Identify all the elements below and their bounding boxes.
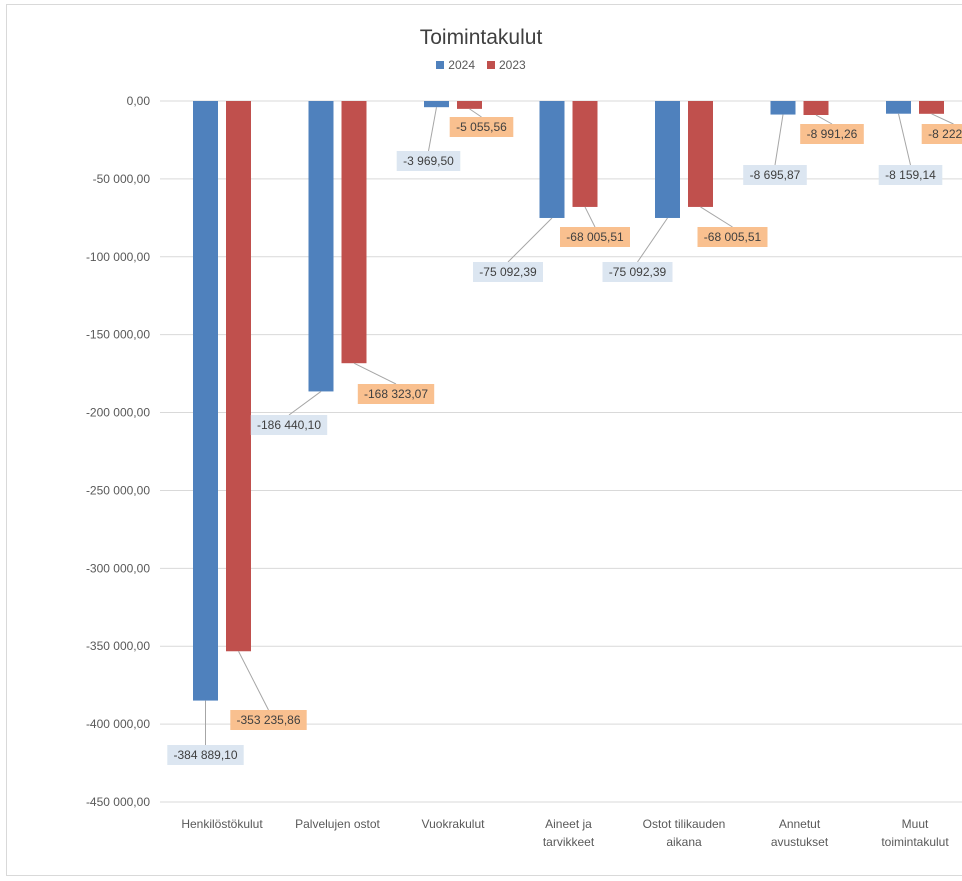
x-tick-label: Muut bbox=[902, 817, 929, 831]
bar-2024 bbox=[770, 101, 796, 115]
data-label-box bbox=[800, 124, 864, 144]
data-label: -384 889,10 bbox=[173, 748, 237, 762]
data-label: -3 969,50 bbox=[403, 154, 454, 168]
data-label: -8 159,14 bbox=[885, 168, 936, 182]
data-label: -68 005,51 bbox=[704, 230, 762, 244]
leader-line bbox=[815, 114, 833, 125]
legend-label-2023: 2023 bbox=[499, 58, 526, 72]
chart-legend: 2024 2023 bbox=[0, 58, 962, 72]
y-tick-label: -50 000,00 bbox=[93, 172, 151, 186]
leader-line bbox=[288, 391, 322, 416]
x-tick-label: Palvelujen ostot bbox=[295, 817, 380, 831]
data-label: -75 092,39 bbox=[609, 265, 667, 279]
legend-item-2024: 2024 bbox=[436, 58, 475, 72]
x-tick-label: Vuokrakulut bbox=[422, 817, 486, 831]
data-label: -186 440,10 bbox=[257, 418, 321, 432]
data-label: -8 222,98 bbox=[928, 127, 962, 141]
chart-frame bbox=[6, 4, 962, 876]
bar-2023 bbox=[226, 101, 251, 652]
data-label-box bbox=[602, 262, 673, 282]
bar-2024 bbox=[193, 101, 218, 701]
data-label-box bbox=[697, 227, 768, 247]
data-label-box bbox=[396, 151, 461, 171]
data-label-box bbox=[560, 227, 630, 247]
bar-2024 bbox=[539, 101, 565, 218]
leader-line bbox=[931, 113, 954, 125]
y-tick-label: -200 000,00 bbox=[86, 406, 150, 420]
leader-line bbox=[507, 217, 553, 263]
data-label: -8 991,26 bbox=[807, 127, 858, 141]
leader-line bbox=[428, 107, 437, 152]
data-label-box bbox=[449, 117, 514, 137]
bar-2024 bbox=[655, 101, 680, 218]
leader-line bbox=[353, 362, 397, 385]
x-tick-label: aikana bbox=[666, 835, 702, 849]
data-label-box bbox=[743, 165, 807, 185]
leader-line bbox=[898, 113, 911, 166]
leader-line bbox=[469, 108, 482, 118]
x-tick-label: avustukset bbox=[771, 835, 829, 849]
y-tick-label: -450 000,00 bbox=[86, 795, 150, 809]
y-tick-label: -350 000,00 bbox=[86, 639, 150, 653]
data-label-box bbox=[230, 710, 307, 730]
y-tick-label: -150 000,00 bbox=[86, 328, 150, 342]
data-label: -8 695,87 bbox=[750, 168, 801, 182]
data-label: -353 235,86 bbox=[236, 713, 300, 727]
bar-2023 bbox=[572, 101, 598, 207]
legend-item-2023: 2023 bbox=[487, 58, 526, 72]
x-tick-label: Aineet ja bbox=[545, 817, 592, 831]
y-tick-label: 0,00 bbox=[127, 94, 151, 108]
bar-2023 bbox=[457, 101, 482, 109]
data-label-box bbox=[473, 262, 543, 282]
data-label-box bbox=[167, 745, 244, 765]
x-tick-label: Annetut bbox=[779, 817, 821, 831]
bar-2024 bbox=[886, 101, 911, 114]
legend-swatch-2023 bbox=[487, 61, 495, 69]
bar-2023 bbox=[341, 101, 367, 364]
leader-line bbox=[238, 651, 269, 711]
bar-2023 bbox=[688, 101, 713, 207]
data-label: -168 323,07 bbox=[364, 387, 428, 401]
y-tick-label: -400 000,00 bbox=[86, 717, 150, 731]
x-tick-label: tarvikkeet bbox=[543, 835, 595, 849]
data-label: -68 005,51 bbox=[566, 230, 624, 244]
y-tick-label: -300 000,00 bbox=[86, 561, 150, 575]
chart-title: Toimintakulut bbox=[419, 26, 543, 49]
leader-line bbox=[700, 206, 733, 228]
data-label-box bbox=[250, 415, 328, 435]
y-tick-label: -100 000,00 bbox=[86, 250, 150, 264]
legend-swatch-2024 bbox=[436, 61, 445, 69]
x-tick-label: Henkilöstökulut bbox=[181, 817, 263, 831]
bar-2024 bbox=[308, 101, 334, 392]
data-label-box bbox=[921, 124, 962, 144]
leader-line bbox=[584, 206, 596, 228]
leader-line bbox=[637, 217, 668, 263]
data-label-box bbox=[357, 384, 435, 404]
x-tick-label: Ostot tilikauden bbox=[643, 817, 726, 831]
bar-2024 bbox=[424, 101, 449, 108]
data-label: -5 055,56 bbox=[456, 120, 507, 134]
data-label-box bbox=[878, 165, 943, 185]
leader-line bbox=[774, 114, 784, 166]
bar-2023 bbox=[803, 101, 829, 116]
legend-label-2024: 2024 bbox=[448, 58, 475, 72]
bar-2023 bbox=[919, 101, 944, 114]
y-tick-label: -250 000,00 bbox=[86, 483, 150, 497]
data-label: -75 092,39 bbox=[479, 265, 537, 279]
x-tick-label: toimintakulut bbox=[881, 835, 949, 849]
